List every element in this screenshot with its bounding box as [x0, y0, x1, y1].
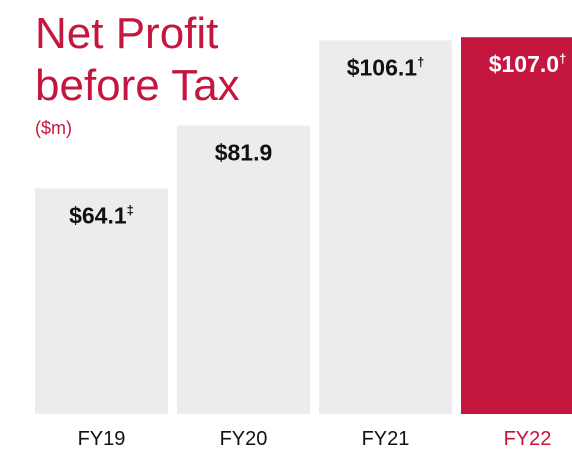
bar [319, 40, 452, 414]
value-label: $107.0† [489, 51, 567, 77]
value-label: $64.1‡ [69, 202, 134, 228]
value-label-text: $81.9 [215, 140, 273, 166]
value-label-text: $106.1 [347, 54, 418, 80]
bar [461, 37, 572, 414]
value-label: $81.9 [215, 140, 273, 166]
value-label-text: $107.0 [489, 51, 559, 77]
value-note: † [559, 51, 566, 66]
bar [177, 125, 310, 414]
bar [35, 188, 168, 414]
x-tick-label: FY20 [220, 428, 268, 449]
value-label-text: $64.1 [69, 202, 127, 228]
x-tick-label: FY21 [362, 428, 410, 449]
x-tick-label: FY19 [78, 428, 126, 449]
x-tick-label: FY22 [504, 428, 552, 449]
value-label: $106.1† [347, 54, 425, 80]
chart-subtitle: ($m) [35, 118, 72, 138]
value-note: † [417, 54, 424, 69]
value-note: ‡ [127, 202, 134, 217]
chart-title: Net Profit before Tax [35, 9, 240, 110]
